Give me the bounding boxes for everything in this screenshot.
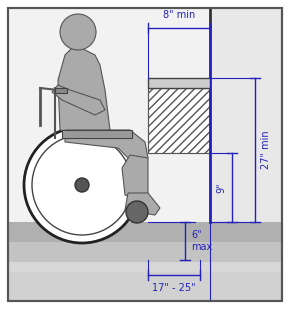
Bar: [8, 242, 282, 272]
Bar: [8, 222, 282, 301]
Polygon shape: [52, 85, 105, 115]
Circle shape: [75, 178, 89, 192]
Circle shape: [60, 14, 96, 50]
Bar: [148, 78, 210, 88]
Bar: [210, 8, 282, 222]
Bar: [8, 262, 282, 301]
Text: 6"
max: 6" max: [191, 230, 212, 252]
Bar: [148, 88, 210, 153]
Polygon shape: [65, 130, 148, 160]
Circle shape: [24, 127, 140, 243]
Polygon shape: [122, 155, 148, 200]
Text: 27" min: 27" min: [261, 131, 271, 169]
Bar: [62, 130, 132, 138]
Bar: [8, 8, 282, 222]
Text: 9": 9": [216, 182, 226, 193]
Text: 17" - 25": 17" - 25": [152, 283, 196, 293]
Circle shape: [126, 201, 148, 223]
Text: 8" min: 8" min: [163, 10, 195, 20]
Polygon shape: [58, 45, 110, 135]
Polygon shape: [125, 193, 160, 215]
Bar: [55, 88, 67, 93]
